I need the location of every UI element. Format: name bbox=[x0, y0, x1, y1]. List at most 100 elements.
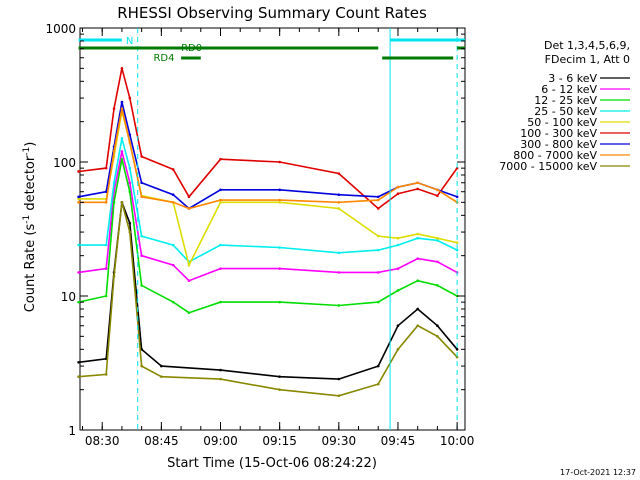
series-point-2 bbox=[278, 300, 281, 304]
series-point-6 bbox=[128, 133, 132, 136]
legend-label-3: 25 - 50 keV bbox=[534, 105, 597, 118]
x-tick-label: 09:15 bbox=[262, 434, 297, 448]
series-point-8 bbox=[120, 201, 124, 204]
series-point-5 bbox=[455, 166, 459, 170]
series-point-6 bbox=[376, 195, 380, 199]
series-point-8 bbox=[112, 275, 116, 278]
y-label-sup-2: -1 bbox=[22, 147, 32, 156]
series-point-2 bbox=[436, 284, 439, 287]
series-point-7 bbox=[337, 201, 341, 204]
legend-label-8: 7000 - 15000 keV bbox=[499, 160, 597, 173]
series-point-6 bbox=[455, 195, 459, 199]
series-point-1 bbox=[337, 271, 341, 274]
series-point-3 bbox=[104, 243, 108, 247]
series-line-3 bbox=[78, 138, 458, 263]
series-point-8 bbox=[376, 382, 380, 386]
series-point-5 bbox=[104, 166, 108, 170]
series-point-5 bbox=[128, 96, 132, 100]
series-point-2 bbox=[171, 300, 175, 304]
y-label-part-3: ) bbox=[23, 142, 38, 147]
legend-label-6: 300 - 800 keV bbox=[520, 138, 597, 151]
series-point-2 bbox=[140, 284, 143, 287]
series-point-2 bbox=[120, 157, 124, 161]
y-tick-label: 10 bbox=[61, 290, 76, 304]
series-point-3 bbox=[278, 246, 281, 249]
series-point-8 bbox=[416, 324, 419, 328]
series-point-8 bbox=[436, 335, 439, 338]
series-point-2 bbox=[77, 300, 80, 304]
flag-label-RD0: RD0 bbox=[181, 43, 202, 54]
series-point-6 bbox=[140, 181, 143, 185]
series-point-1 bbox=[396, 267, 400, 270]
series-point-7 bbox=[140, 195, 143, 199]
series-point-7 bbox=[278, 198, 281, 202]
series-point-8 bbox=[140, 364, 143, 368]
series-point-6 bbox=[120, 100, 124, 104]
series-point-7 bbox=[171, 201, 175, 204]
series-point-4 bbox=[278, 201, 281, 204]
series-point-7 bbox=[396, 185, 400, 189]
series-point-1 bbox=[171, 263, 175, 267]
series-point-7 bbox=[128, 141, 132, 144]
series-point-3 bbox=[128, 166, 132, 170]
x-tick-label: 09:00 bbox=[203, 434, 238, 448]
series-point-5 bbox=[416, 187, 419, 191]
series-point-5 bbox=[376, 207, 380, 210]
flag-label-RD4: RD4 bbox=[153, 53, 174, 64]
legend-header-line-1: Det 1,3,4,5,6,9, bbox=[544, 39, 630, 52]
series-point-2 bbox=[219, 300, 222, 304]
series-point-3 bbox=[396, 243, 400, 247]
series-point-4 bbox=[376, 234, 380, 238]
series-point-5 bbox=[187, 195, 191, 199]
legend-label-7: 800 - 7000 keV bbox=[513, 149, 597, 162]
series-point-0 bbox=[77, 361, 80, 364]
y-label-part-2: detector bbox=[23, 155, 38, 215]
series-point-7 bbox=[416, 181, 419, 185]
series-point-4 bbox=[436, 236, 439, 240]
series-point-8 bbox=[396, 348, 400, 351]
series-point-3 bbox=[112, 181, 116, 185]
series-point-8 bbox=[337, 394, 341, 398]
series-point-8 bbox=[278, 388, 281, 391]
x-axis-label: Start Time (15-Oct-06 08:24:22) bbox=[167, 456, 377, 471]
series-point-2 bbox=[112, 201, 116, 204]
y-tick-label: 1000 bbox=[45, 22, 76, 36]
plot-frame bbox=[79, 27, 466, 431]
series-point-0 bbox=[376, 364, 380, 368]
x-tick-label: 10:00 bbox=[440, 434, 475, 448]
series-point-5 bbox=[77, 170, 80, 173]
legend-label-0: 3 - 6 keV bbox=[548, 72, 597, 85]
series-point-7 bbox=[112, 150, 116, 153]
legend-label-5: 100 - 300 keV bbox=[520, 127, 597, 140]
series-point-8 bbox=[104, 373, 108, 376]
series-point-0 bbox=[416, 307, 419, 311]
series-point-1 bbox=[436, 260, 439, 264]
series-point-3 bbox=[416, 236, 419, 240]
series-point-1 bbox=[376, 271, 380, 274]
series-point-3 bbox=[455, 248, 459, 252]
x-tick-label: 08:45 bbox=[144, 434, 179, 448]
series-point-8 bbox=[77, 375, 80, 378]
legend-label-4: 50 - 100 keV bbox=[527, 116, 597, 129]
flags-layer: N RD0 RD4 bbox=[78, 28, 465, 430]
series-point-1 bbox=[120, 150, 124, 153]
series-point-0 bbox=[128, 221, 132, 225]
series-point-7 bbox=[436, 188, 439, 192]
series-point-7 bbox=[120, 107, 124, 110]
series-point-1 bbox=[219, 267, 222, 270]
series-point-5 bbox=[278, 160, 281, 164]
series-point-0 bbox=[160, 364, 163, 368]
chart-title: RHESSI Observing Summary Count Rates bbox=[117, 4, 427, 22]
x-tick-label: 09:30 bbox=[322, 434, 357, 448]
series-line-7 bbox=[78, 108, 458, 210]
legend-label-1: 6 - 12 keV bbox=[541, 83, 597, 96]
series-point-0 bbox=[278, 375, 281, 378]
series-point-0 bbox=[396, 324, 400, 328]
series-point-3 bbox=[171, 243, 175, 247]
series-point-0 bbox=[219, 368, 222, 372]
series-point-4 bbox=[219, 201, 222, 204]
series-point-3 bbox=[337, 251, 341, 255]
series-point-1 bbox=[77, 271, 80, 274]
